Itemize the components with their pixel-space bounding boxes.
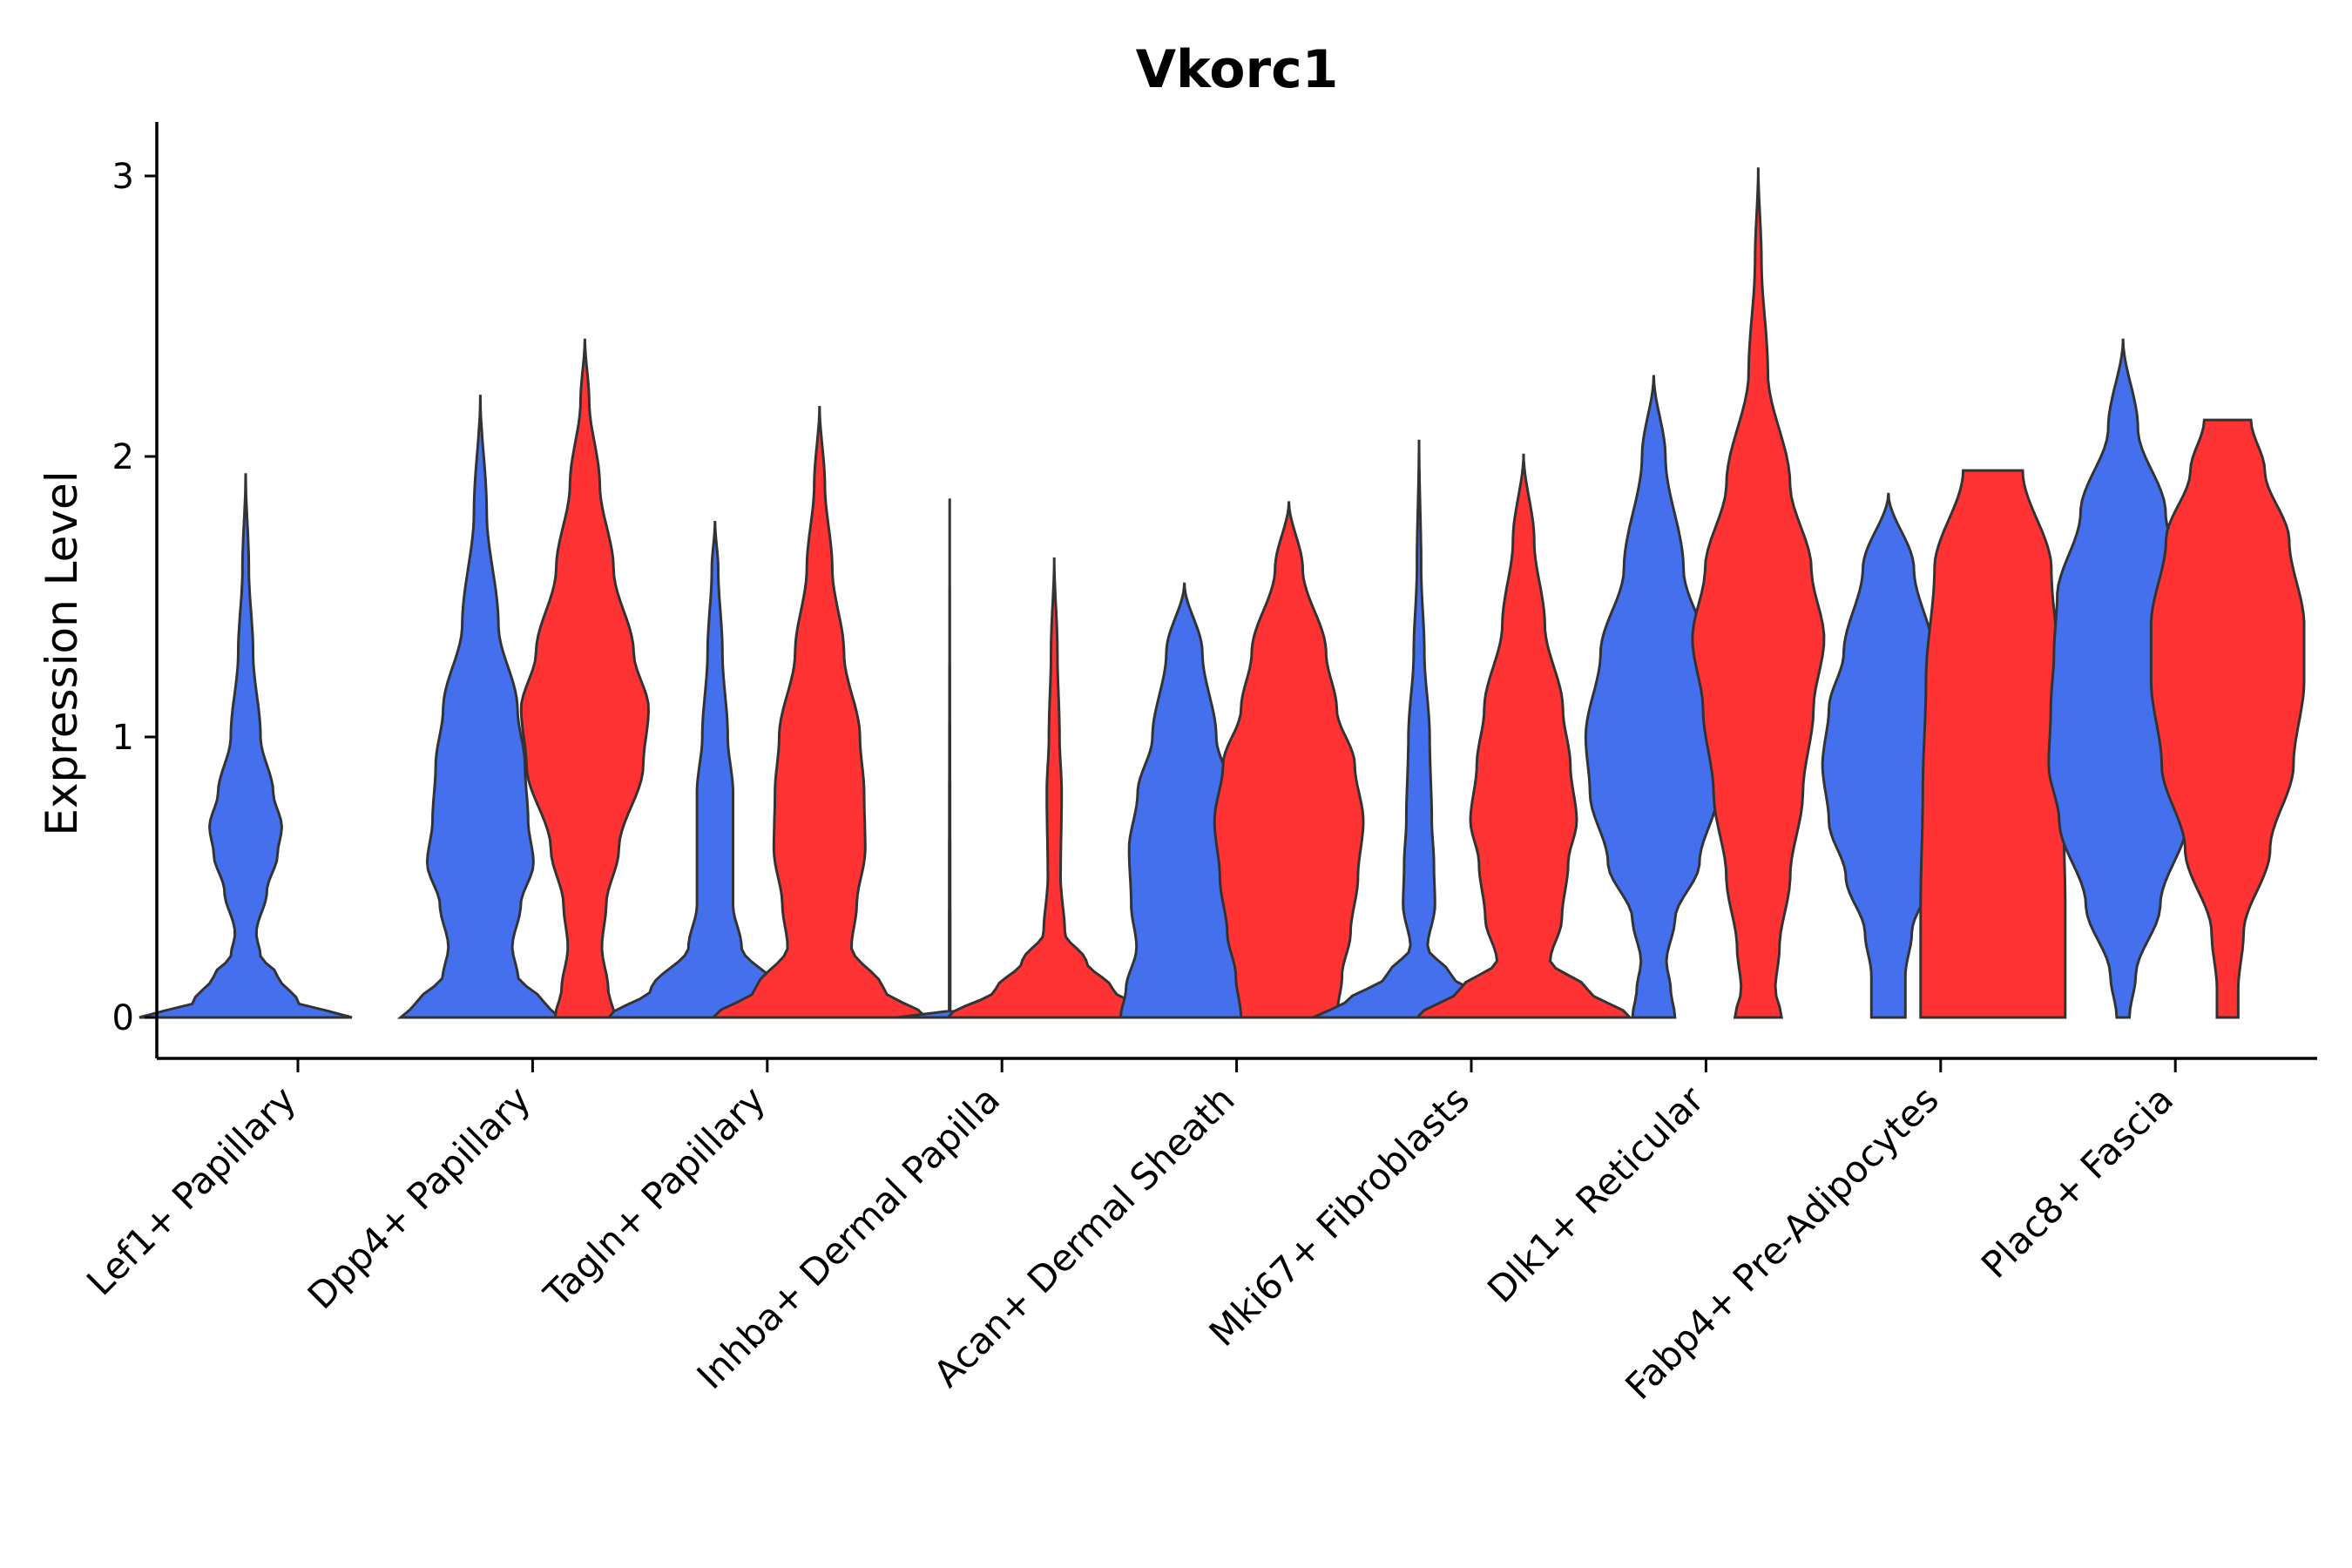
violin-dpp4-papillary-b: [519, 338, 651, 1019]
y-tick-label: 3: [112, 157, 134, 197]
violin-mki67-fibroblasts-b: [1414, 453, 1633, 1019]
x-tick-label: Tagln+ Papillary: [535, 1078, 773, 1315]
x-tick-label: Mki67+ Fibroblasts: [1201, 1078, 1477, 1354]
y-axis-label: Expression Level: [37, 470, 87, 835]
violin-lef1-papillary-a: [139, 473, 353, 1019]
violin-tagln-papillary-a: [605, 521, 825, 1019]
x-tick-label: Dlk1+ Reticular: [1479, 1078, 1713, 1311]
violin-tagln-papillary-b: [710, 405, 929, 1019]
y-tick-label: 2: [112, 437, 134, 477]
x-tick-label: Dpp4+ Papillary: [300, 1078, 539, 1317]
violin-plac8-fascia-b: [2149, 418, 2306, 1019]
violin-acan-dermal-sheath-b: [1213, 501, 1365, 1019]
violin-fabp4-pre-adipocytes-b: [1919, 469, 2067, 1019]
x-tick-label: Plac8+ Fascia: [1973, 1078, 2181, 1286]
violin-dlk1-reticular-b: [1691, 167, 1826, 1019]
chart-title: Vkorc1: [1136, 39, 1339, 100]
violins-layer: [139, 167, 2306, 1019]
y-tick-label: 0: [112, 998, 134, 1038]
violin-dpp4-papillary-a: [396, 395, 564, 1019]
violin-inhba-dermal-papilla-b: [944, 557, 1164, 1019]
violin-mki67-fibroblasts-a: [1312, 439, 1526, 1019]
x-tick-label: Lef1+ Papillary: [78, 1078, 304, 1303]
y-ticks: 0 1 2 3: [112, 157, 157, 1038]
y-tick-label: 1: [112, 718, 134, 758]
violin-inhba-dermal-papilla-a: [896, 498, 1004, 1019]
